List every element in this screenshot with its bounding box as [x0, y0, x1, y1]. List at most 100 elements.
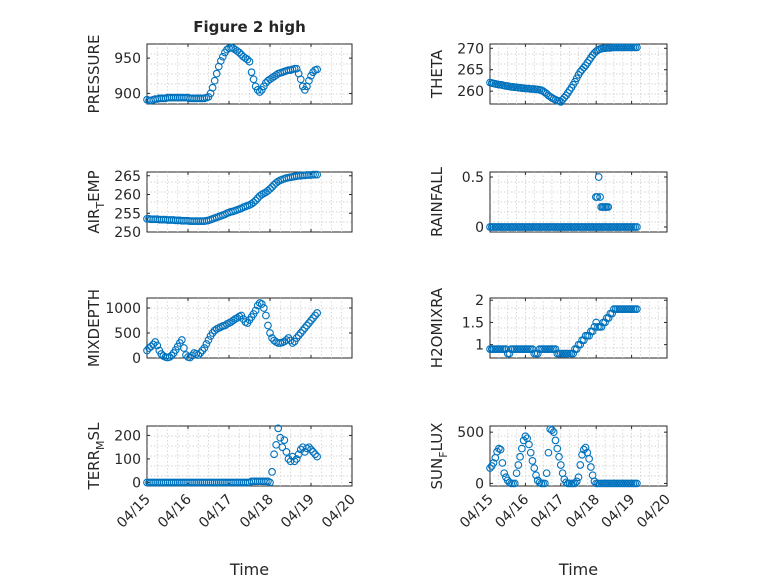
- data-point: [549, 428, 558, 437]
- y-axis-label-subscript: T: [94, 202, 107, 210]
- data-point: [562, 478, 570, 487]
- data-point: [307, 316, 315, 325]
- x-axis-label: Time: [229, 560, 269, 579]
- data-point: [288, 339, 297, 347]
- subplot-rainfall: 0 0.5 RAINFALL: [428, 166, 668, 237]
- data-point: [486, 464, 494, 472]
- y-tick-label: 0: [475, 220, 484, 236]
- y-axis-label: AIRTEMP: [85, 170, 107, 233]
- data-point: [186, 353, 194, 362]
- data-point: [512, 469, 521, 478]
- data-point: [581, 443, 590, 452]
- series-markers: [486, 425, 641, 488]
- data-point: [249, 75, 258, 84]
- subplot-grid: 900 950 PRESSURE Figure 2 high 260 265 270 THET…: [85, 18, 674, 579]
- y-tick-label: 900: [114, 86, 141, 102]
- data-point: [262, 477, 270, 486]
- y-axis-label-subscript: F: [437, 451, 450, 457]
- data-point: [292, 455, 301, 463]
- data-point: [309, 448, 317, 456]
- data-point: [196, 349, 205, 357]
- data-point: [208, 83, 217, 92]
- data-point: [505, 478, 514, 487]
- data-point: [313, 309, 322, 317]
- data-point: [255, 88, 264, 96]
- y-tick-label: 265: [114, 169, 141, 185]
- y-tick-label: 0.5: [462, 170, 484, 186]
- data-point: [251, 306, 260, 315]
- y-axis-label-suffix: SL: [85, 422, 103, 441]
- data-point: [311, 450, 319, 459]
- data-point: [235, 48, 244, 57]
- data-point: [294, 331, 303, 340]
- series-markers: [143, 43, 322, 105]
- data-point: [576, 461, 585, 469]
- x-tick-label: 04/20: [319, 492, 359, 532]
- data-point: [535, 478, 544, 487]
- y-tick-label: 1: [475, 338, 484, 354]
- data-point: [282, 448, 291, 456]
- data-point: [495, 444, 503, 453]
- data-point: [153, 341, 162, 350]
- subplot-h2omixra: 1 1.5 2 H2OMIXRA: [428, 287, 668, 368]
- data-point: [518, 444, 526, 453]
- data-point: [498, 459, 507, 467]
- data-point: [593, 193, 602, 201]
- y-axis-label-main: SUN: [428, 458, 446, 490]
- data-point: [243, 55, 252, 64]
- data-point: [229, 316, 237, 325]
- data-point: [245, 57, 254, 66]
- y-tick-label: 100: [114, 452, 141, 468]
- data-point: [253, 86, 262, 94]
- x-tick-label: 04/18: [237, 492, 277, 532]
- y-axis-label-main: MIXDEPTH: [85, 289, 103, 367]
- data-point: [272, 71, 281, 79]
- data-point: [528, 457, 537, 465]
- series-markers: [143, 424, 322, 487]
- data-point: [268, 334, 276, 342]
- data-point: [268, 183, 276, 191]
- x-tick-label: 04/19: [599, 492, 639, 532]
- subplot-sun_flux: 0 500 SUNFLUX 04/1504/1604/1704/1804/1904/2…: [428, 423, 674, 579]
- data-point: [594, 173, 603, 181]
- data-point: [303, 321, 311, 330]
- data-point: [296, 329, 305, 337]
- data-point: [165, 353, 174, 361]
- y-axis-label-main: H2OMIXRA: [428, 287, 446, 368]
- data-point: [296, 75, 305, 84]
- x-tick-label: 04/16: [492, 491, 532, 531]
- y-tick-label: 0: [132, 351, 141, 367]
- data-point: [282, 336, 291, 344]
- x-tick-label: 04/17: [528, 492, 568, 532]
- data-point: [221, 321, 229, 330]
- data-point: [260, 304, 268, 312]
- data-point: [588, 327, 597, 336]
- data-point: [500, 469, 509, 478]
- x-axis-label: Time: [558, 560, 598, 579]
- data-point: [604, 203, 613, 211]
- subplot-theta: 260 265 270 THETA: [428, 41, 668, 106]
- x-tick-label: 04/19: [278, 492, 318, 532]
- data-point: [266, 185, 274, 193]
- data-point: [551, 436, 560, 445]
- series-markers: [143, 170, 322, 225]
- data-point: [272, 179, 281, 187]
- y-tick-label: 0: [132, 475, 141, 491]
- data-point: [556, 461, 565, 469]
- data-point: [198, 346, 207, 355]
- x-tick-label: 04/17: [196, 492, 236, 532]
- x-tick-label: 04/16: [155, 491, 195, 531]
- data-point: [292, 334, 301, 342]
- data-point: [313, 170, 322, 179]
- data-point: [255, 192, 264, 200]
- data-point: [633, 305, 641, 313]
- y-tick-label: 200: [114, 428, 141, 444]
- y-tick-label: 250: [114, 225, 141, 241]
- data-point: [307, 445, 315, 454]
- y-tick-label: 260: [457, 84, 484, 100]
- data-point: [516, 452, 524, 461]
- data-point: [530, 464, 539, 472]
- data-point: [514, 461, 523, 469]
- data-point: [544, 448, 553, 457]
